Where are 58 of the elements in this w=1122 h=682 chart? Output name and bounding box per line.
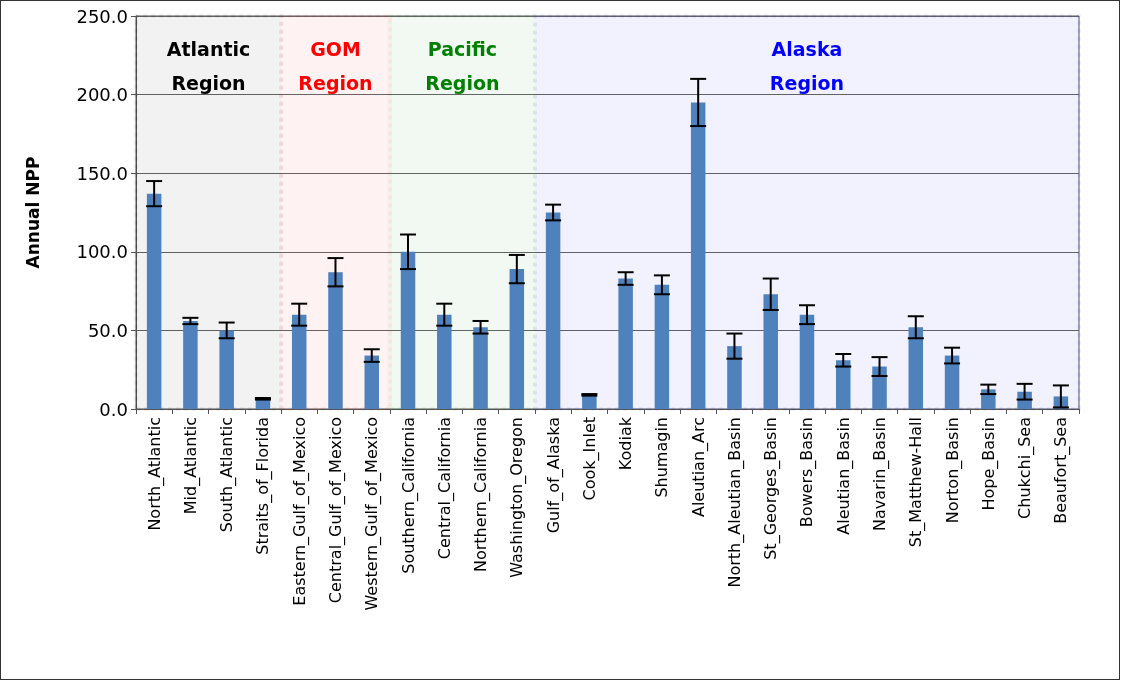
bar: [400, 251, 416, 409]
bar: [219, 330, 234, 409]
x-tick-label: Hope_Basin: [978, 417, 999, 511]
x-tick-label: Central_California: [434, 417, 455, 560]
x-tick-label: South_Atlantic: [217, 417, 238, 533]
x-tick-label: Kodiak: [616, 416, 636, 471]
y-tick-label: 0.0: [99, 398, 128, 420]
x-tick-label: North_Atlantic: [144, 417, 165, 531]
bar: [618, 278, 633, 409]
x-tick-label: Shumagin: [652, 417, 672, 498]
x-tick-label: Aleutian_Arc: [688, 417, 709, 518]
x-tick-label: Norton_Basin: [942, 417, 963, 524]
bar: [872, 366, 887, 409]
bar: [291, 314, 307, 409]
band-label: GOM Region: [298, 38, 373, 94]
bar: [328, 272, 343, 409]
x-tick-label: St_Georges_Basin: [761, 417, 782, 560]
band-label: Pacific Region: [425, 38, 500, 94]
y-axis-title: Annual NPP: [22, 156, 43, 269]
y-tick-label: 200.0: [76, 84, 128, 106]
x-tick-label: Southern_California: [398, 417, 419, 574]
x-tick-label: Northern_California: [471, 417, 492, 573]
bar: [944, 355, 960, 409]
y-tick-label: 100.0: [76, 241, 128, 263]
x-tick-label: Central_Gulf_of_Mexico: [325, 417, 346, 604]
y-tick-label: 50.0: [87, 319, 128, 341]
y-tick-label: 150.0: [76, 162, 128, 184]
bar: [908, 327, 924, 409]
y-tick-label: 250.0: [76, 5, 128, 27]
bar: [836, 360, 851, 409]
bar: [654, 284, 670, 409]
bar: [509, 269, 525, 409]
bar: [799, 314, 815, 409]
x-tick-label: Straits_of_Florida: [253, 417, 274, 555]
band-label: Alaska Region: [769, 38, 845, 94]
bar: [146, 193, 162, 409]
x-tick-label: Bowers_Basin: [797, 417, 818, 528]
x-tick-label: Chukchi_Sea: [1015, 417, 1036, 519]
x-tick-label: Beaufort_Sea: [1051, 417, 1072, 524]
bar: [545, 212, 561, 409]
bar: [364, 355, 379, 409]
x-tick-label: Western_Gulf_of_Mexico: [362, 417, 383, 611]
x-tick-label: Eastern_Gulf_of_Mexico: [289, 417, 310, 606]
x-tick-label: St_Matthew-Hall: [906, 417, 927, 548]
x-tick-label: Navarin_Basin: [870, 417, 891, 531]
bar: [690, 102, 706, 409]
x-tick-label: North_Aleutian_Basin: [724, 417, 745, 588]
bar: [473, 327, 488, 409]
bar: [727, 346, 742, 409]
x-tick-label: Cook_Inlet: [579, 417, 600, 501]
bar: [763, 294, 778, 409]
bar: [183, 320, 198, 409]
x-tick-label: Gulf_of_Alaska: [543, 417, 564, 534]
x-tick-label: Washington_Oregon: [507, 417, 528, 578]
bar: [437, 314, 452, 409]
x-tick-label: Mid_Atlantic: [180, 417, 201, 515]
x-tick-label: Aleutian_Basin: [833, 417, 854, 535]
band-label: Atlantic Region: [166, 38, 251, 94]
